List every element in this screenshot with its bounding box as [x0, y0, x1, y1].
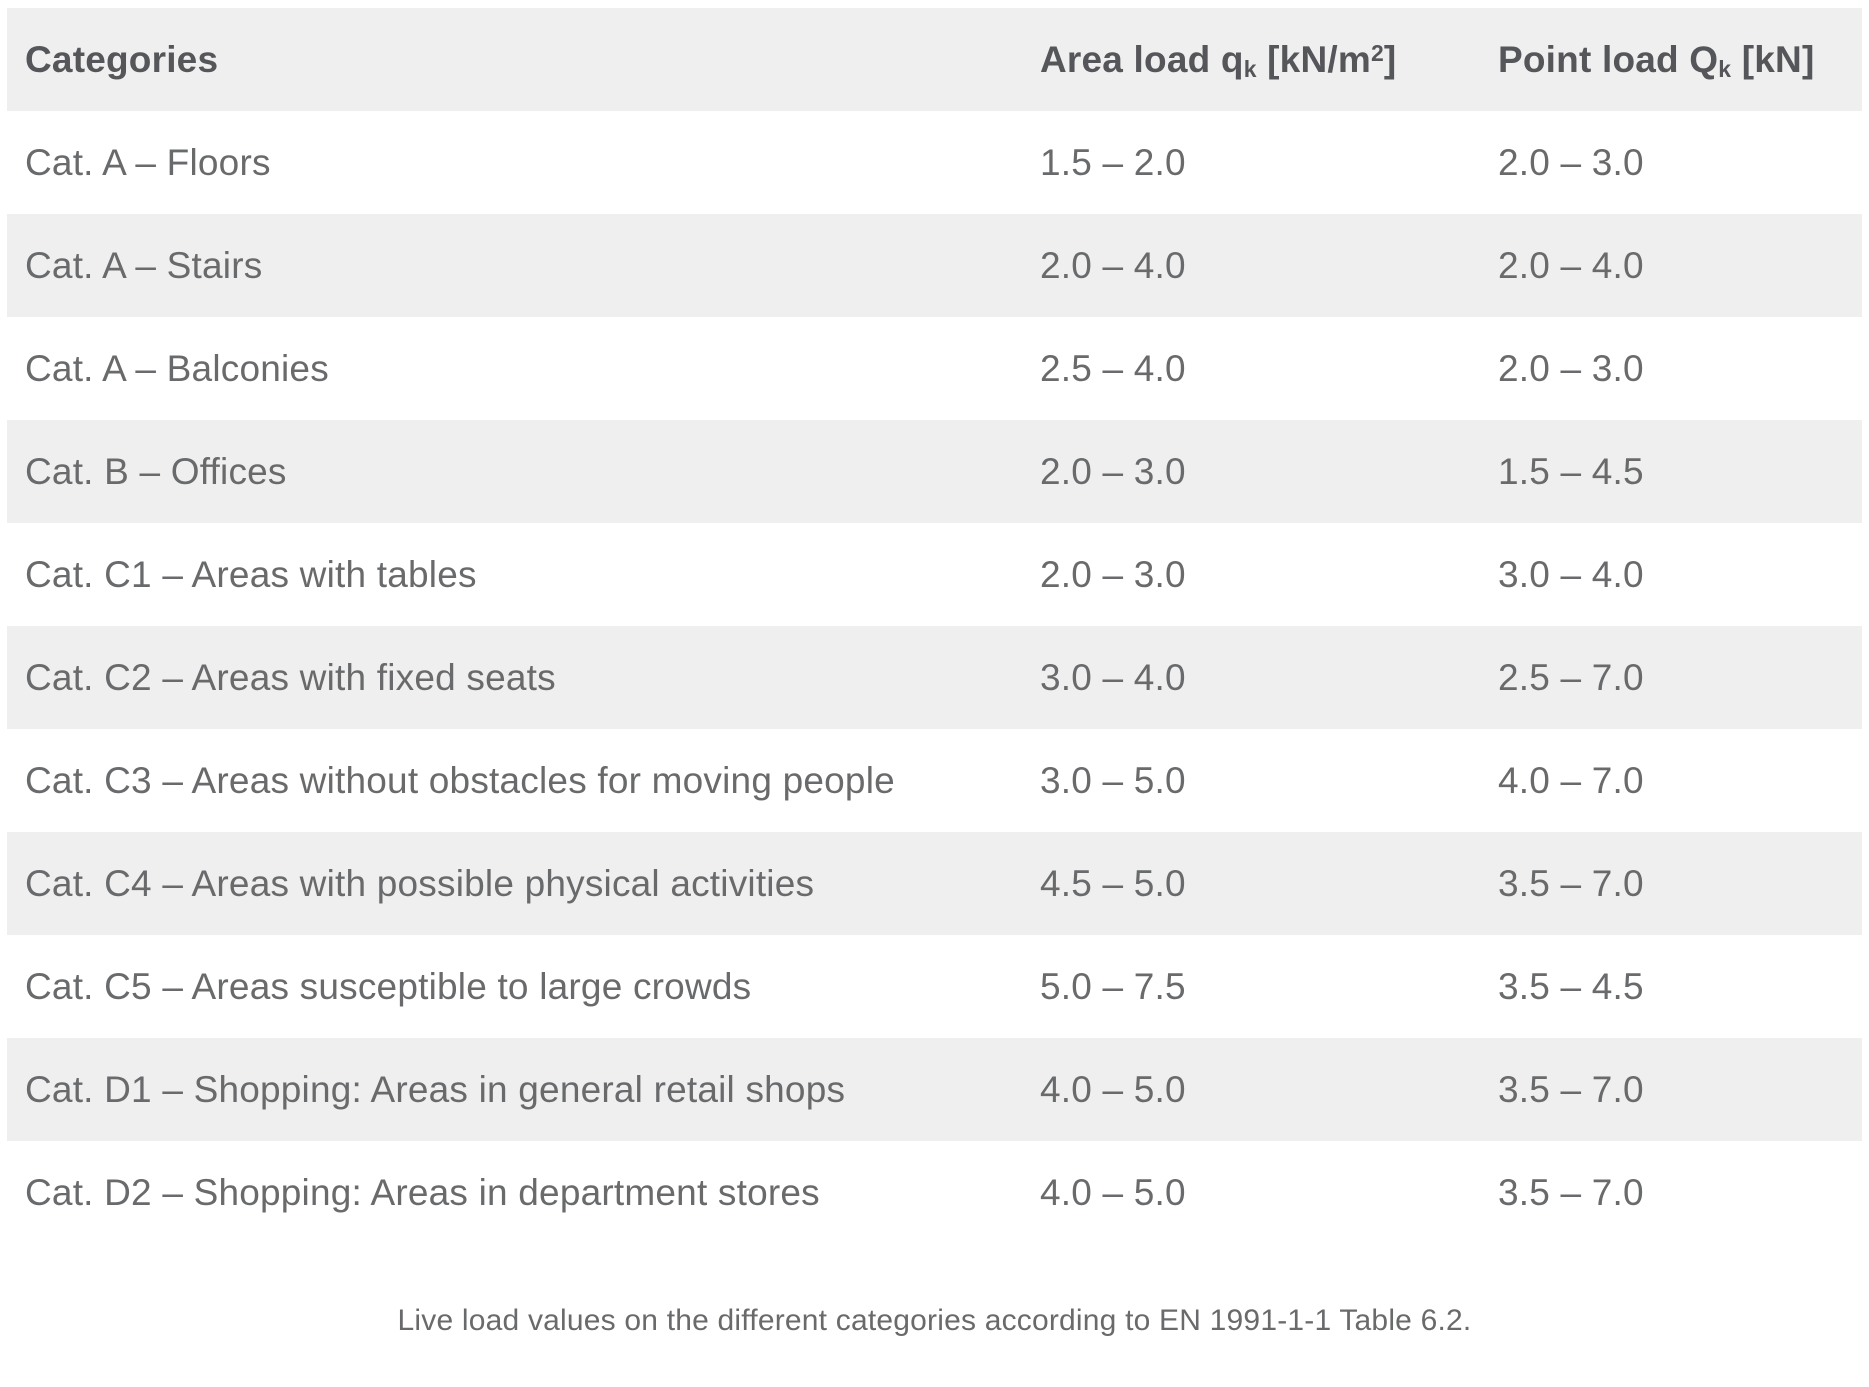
- table-row: Cat. A – Stairs 2.0 – 4.0 2.0 – 4.0: [7, 214, 1862, 317]
- live-load-table-figure: Categories Area load qk [kN/m2] Point lo…: [0, 8, 1869, 1387]
- category-cell: Cat. C3 – Areas without obstacles for mo…: [25, 759, 895, 801]
- live-load-table: Categories Area load qk [kN/m2] Point lo…: [7, 8, 1862, 1244]
- area-load-cell: 2.0 – 3.0: [1040, 450, 1186, 492]
- category-cell: Cat. C4 – Areas with possible physical a…: [25, 862, 815, 904]
- area-load-subscript: k: [1243, 55, 1257, 82]
- area-load-unit-close: ]: [1383, 38, 1397, 80]
- category-cell: Cat. A – Balconies: [25, 347, 329, 389]
- point-load-cell: 3.5 – 7.0: [1498, 1171, 1644, 1213]
- point-load-cell: 3.5 – 7.0: [1498, 1068, 1644, 1110]
- table-row: Cat. B – Offices 2.0 – 3.0 1.5 – 4.5: [7, 420, 1862, 523]
- point-load-cell: 3.0 – 4.0: [1498, 553, 1644, 595]
- category-cell: Cat. C5 – Areas susceptible to large cro…: [25, 965, 752, 1007]
- area-load-cell: 4.0 – 5.0: [1040, 1171, 1186, 1213]
- area-load-cell: 2.0 – 4.0: [1040, 244, 1186, 286]
- area-load-cell: 2.0 – 3.0: [1040, 553, 1186, 595]
- table-row: Cat. C5 – Areas susceptible to large cro…: [7, 935, 1862, 1038]
- table-row: Cat. C1 – Areas with tables 2.0 – 3.0 3.0 …: [7, 523, 1862, 626]
- point-load-label: Point load Q: [1498, 38, 1719, 80]
- table-caption: Live load values on the different catego…: [397, 1304, 1472, 1337]
- area-load-cell: 5.0 – 7.5: [1040, 965, 1186, 1007]
- table-row: Cat. C3 – Areas without obstacles for mo…: [7, 729, 1862, 832]
- point-load-cell: 1.5 – 4.5: [1498, 450, 1644, 492]
- category-cell: Cat. C1 – Areas with tables: [25, 553, 477, 595]
- column-header-point-load: Point load Qk [kN]: [1480, 8, 1862, 111]
- point-load-cell: 2.0 – 3.0: [1498, 141, 1644, 183]
- column-header-area-load: Area load qk [kN/m2]: [1022, 8, 1480, 111]
- category-cell: Cat. C2 – Areas with fixed seats: [25, 656, 556, 698]
- table-row: Cat. C2 – Areas with fixed seats 3.0 – 4.…: [7, 626, 1862, 729]
- area-load-cell: 2.5 – 4.0: [1040, 347, 1186, 389]
- table-header-row: Categories Area load qk [kN/m2] Point lo…: [7, 8, 1862, 111]
- area-load-unit-open: [kN/m: [1256, 38, 1371, 80]
- table-row: Cat. A – Floors 1.5 – 2.0 2.0 – 3.0: [7, 111, 1862, 214]
- area-load-cell: 1.5 – 2.0: [1040, 141, 1186, 183]
- area-load-cell: 4.5 – 5.0: [1040, 862, 1186, 904]
- category-cell: Cat. D1 – Shopping: Areas in general ret…: [25, 1068, 846, 1110]
- point-load-cell: 2.5 – 7.0: [1498, 656, 1644, 698]
- area-load-cell: 4.0 – 5.0: [1040, 1068, 1186, 1110]
- area-load-label: Area load q: [1040, 38, 1244, 80]
- point-load-subscript: k: [1718, 55, 1732, 82]
- category-cell: Cat. A – Stairs: [25, 244, 263, 286]
- area-load-cell: 3.0 – 5.0: [1040, 759, 1186, 801]
- category-cell: Cat. D2 – Shopping: Areas in department …: [25, 1171, 820, 1213]
- table-row: Cat. C4 – Areas with possible physical a…: [7, 832, 1862, 935]
- table-row: Cat. D1 – Shopping: Areas in general ret…: [7, 1038, 1862, 1141]
- category-cell: Cat. A – Floors: [25, 141, 271, 183]
- point-load-cell: 2.0 – 3.0: [1498, 347, 1644, 389]
- column-header-categories: Categories: [25, 38, 219, 80]
- point-load-unit: [kN]: [1731, 38, 1815, 80]
- table-row: Cat. A – Balconies 2.5 – 4.0 2.0 – 3.0: [7, 317, 1862, 420]
- table-row: Cat. D2 – Shopping: Areas in department …: [7, 1141, 1862, 1244]
- category-cell: Cat. B – Offices: [25, 450, 287, 492]
- area-load-cell: 3.0 – 4.0: [1040, 656, 1186, 698]
- area-load-superscript: 2: [1370, 40, 1384, 67]
- point-load-cell: 3.5 – 4.5: [1498, 965, 1644, 1007]
- point-load-cell: 2.0 – 4.0: [1498, 244, 1644, 286]
- point-load-cell: 3.5 – 7.0: [1498, 862, 1644, 904]
- point-load-cell: 4.0 – 7.0: [1498, 759, 1644, 801]
